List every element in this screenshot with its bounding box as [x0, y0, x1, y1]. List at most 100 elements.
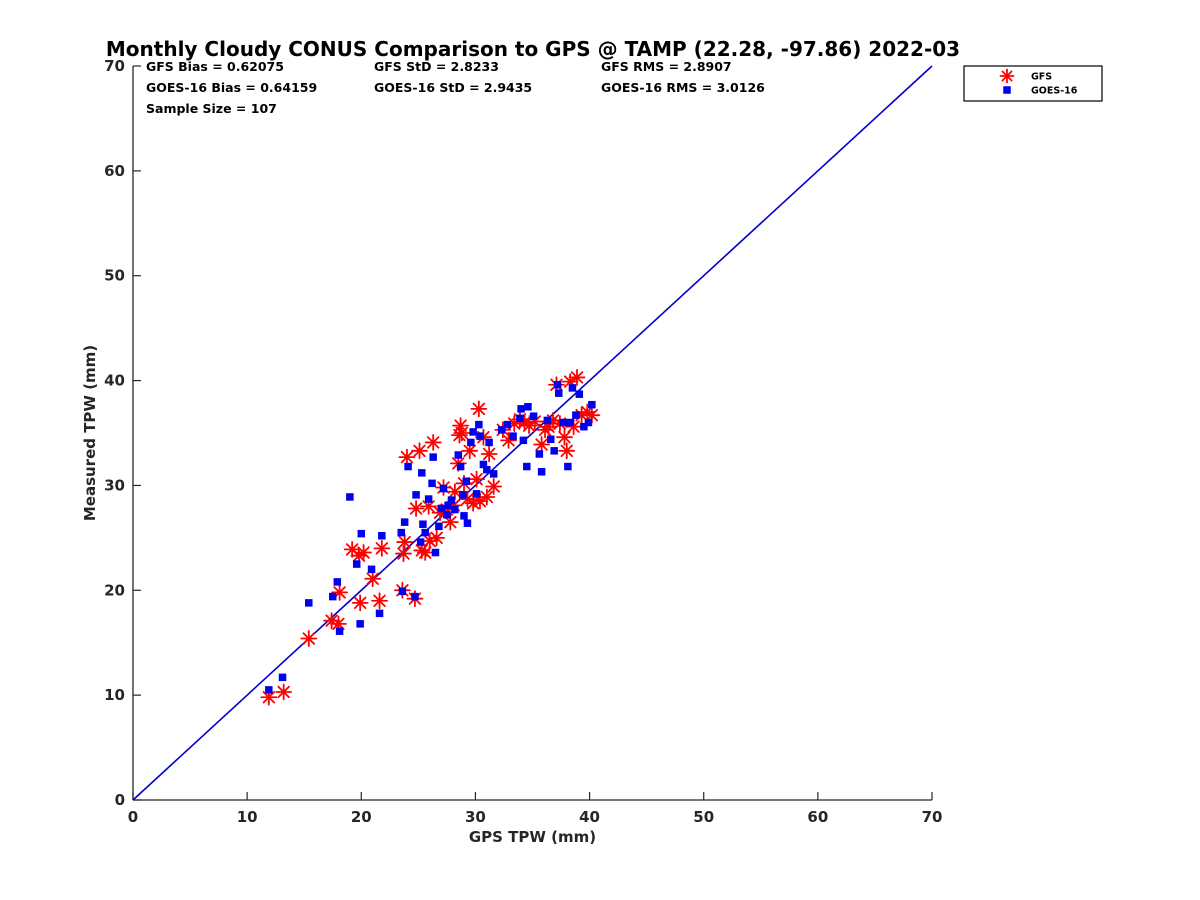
gfs-point — [533, 436, 551, 453]
y-tick-label: 60 — [104, 162, 125, 180]
goes-bias-text: GOES-16 Bias = 0.64159 — [146, 80, 317, 95]
gfs-point — [323, 612, 341, 630]
x-tick-label: 50 — [693, 808, 714, 826]
goes-16-point — [483, 465, 491, 474]
goes-16-point — [524, 403, 532, 411]
plot-axes: 0 10 20 30 40 50 60 70 0 10 20 30 40 50 60 70 — [104, 57, 942, 826]
gfs-point — [568, 369, 586, 386]
sample-size-text: Sample Size = 107 — [146, 101, 277, 116]
goes-16-point — [462, 477, 471, 485]
goes-16-point — [469, 428, 477, 436]
goes-16-point — [503, 420, 512, 429]
goes-16-point — [584, 418, 593, 427]
goes-16-point — [568, 384, 577, 392]
goes-16-point — [537, 468, 546, 476]
goes-16-point — [416, 538, 425, 546]
goes-16-point — [467, 438, 475, 447]
goes-16-point — [418, 469, 426, 477]
goes-16-point — [580, 422, 588, 431]
gfs-std-text: GFS StD = 2.8233 — [374, 59, 499, 74]
y-tick-label: 50 — [104, 267, 125, 285]
goes-16-point — [435, 522, 443, 531]
gfs-point — [396, 533, 414, 551]
legend-box — [963, 65, 1103, 102]
gfs-point — [485, 478, 503, 495]
goes-16-point — [476, 432, 484, 440]
gfs-point — [480, 445, 498, 463]
goes-16-point — [411, 592, 419, 601]
goes-16-point — [439, 484, 448, 493]
goes-16-point — [352, 560, 361, 568]
goes-16-point — [397, 528, 405, 537]
gfs-point — [424, 434, 442, 451]
goes-16-point — [346, 493, 354, 501]
goes-16-point — [454, 451, 463, 459]
goes-16-point — [443, 511, 451, 519]
x-tick-label: 60 — [807, 808, 828, 826]
gfs-point — [364, 570, 382, 588]
goes-16-point — [419, 520, 427, 528]
gfs-point — [330, 615, 347, 633]
goes-16-point — [456, 462, 465, 471]
goes-16-point — [429, 453, 437, 461]
goes-16-point — [555, 389, 563, 397]
legend: GFS GOES-16 — [963, 65, 1103, 102]
x-tick-label: 0 — [128, 808, 138, 826]
gfs-bias-text: GFS Bias = 0.62075 — [146, 59, 284, 74]
goes-16-point — [472, 490, 481, 498]
goes-16-point — [428, 479, 436, 488]
series-gfs — [260, 369, 601, 706]
goes-16-point — [497, 426, 506, 434]
goes-16-point — [529, 412, 538, 420]
gfs-point — [407, 500, 425, 517]
goes-std-text: GOES-16 StD = 2.9435 — [374, 80, 532, 95]
gfs-rms-text: GFS RMS = 2.8907 — [601, 59, 732, 74]
goes-16-point — [421, 528, 429, 537]
gfs-point — [478, 488, 496, 506]
gfs-point — [470, 400, 488, 418]
goes-16-point — [479, 460, 488, 469]
goes-16-point — [575, 390, 584, 398]
goes-16-point — [463, 519, 472, 527]
y-tick-label: 10 — [104, 686, 125, 704]
goes-16-point — [412, 491, 420, 499]
gfs-point — [351, 594, 369, 612]
goes-16-point — [431, 548, 440, 557]
y-tick-label: 30 — [104, 476, 125, 494]
goes-16-point — [451, 505, 459, 514]
goes-16-point — [329, 592, 337, 601]
goes-16-point — [305, 599, 313, 607]
x-axis-label: GPS TPW (mm) — [469, 828, 596, 846]
gfs-point — [331, 583, 348, 601]
gfs-point — [558, 442, 576, 460]
gfs-point — [468, 470, 485, 488]
goes-16-point — [564, 462, 572, 471]
goes-16-point — [400, 518, 409, 526]
gfs-point — [371, 592, 388, 610]
series-goes-16 — [265, 381, 596, 694]
goes-16-point — [572, 411, 580, 419]
gfs-point — [275, 683, 293, 701]
goes-16-point — [404, 462, 412, 471]
goes-16-point — [489, 470, 498, 478]
gfs-point — [395, 545, 412, 562]
x-tick-label: 10 — [237, 808, 258, 826]
goes-16-point — [424, 495, 433, 503]
goes-16-point — [335, 627, 344, 635]
goes-16-point — [375, 609, 384, 618]
y-axis-label: Measured TPW (mm) — [81, 345, 99, 521]
gfs-point — [453, 424, 471, 442]
goes-16-point — [447, 496, 456, 504]
goes-16-point — [566, 418, 574, 427]
goes-16-point — [378, 532, 386, 540]
goes-16-point — [356, 620, 364, 628]
goes-16-point — [437, 504, 445, 513]
gfs-point — [355, 544, 372, 561]
goes-16-point — [398, 587, 407, 596]
legend-gfs-marker — [999, 68, 1015, 84]
x-tick-label: 40 — [579, 808, 600, 826]
y-tick-label: 0 — [115, 791, 125, 809]
goes-16-point — [333, 578, 342, 586]
gfs-point — [411, 442, 428, 460]
